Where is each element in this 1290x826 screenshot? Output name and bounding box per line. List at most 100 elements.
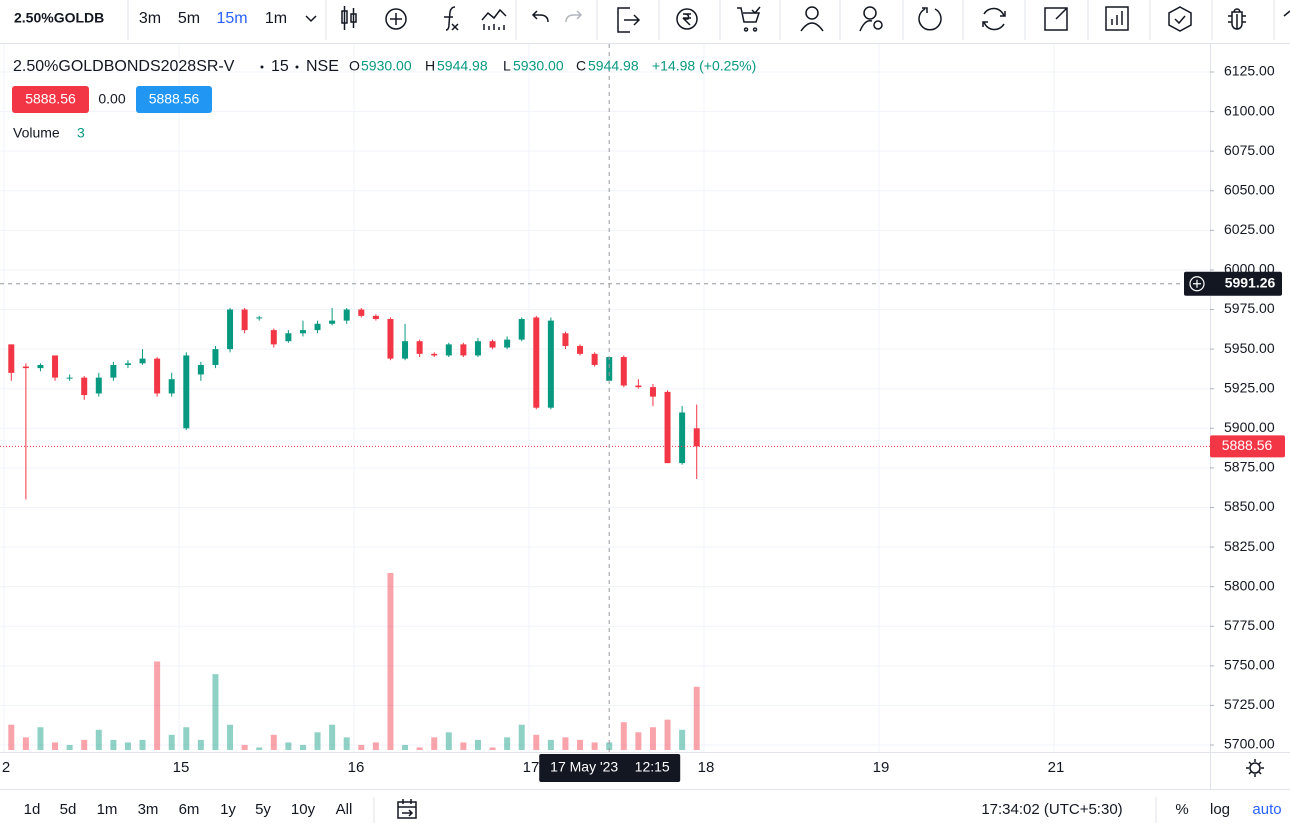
- sell-badge[interactable]: [12, 86, 89, 113]
- y-tick-label: 6100.00: [1224, 102, 1275, 118]
- crosshair-time-badge: [539, 754, 681, 782]
- more-icon[interactable]: [1283, 10, 1290, 17]
- symbol-button[interactable]: 2.50%GOLDB: [14, 10, 104, 26]
- candle-body: [635, 385, 642, 388]
- candle-body: [460, 344, 467, 356]
- x-tick-label: 17: [523, 759, 540, 776]
- candle-body: [22, 366, 29, 369]
- candle-body: [124, 363, 131, 365]
- candle-body: [387, 319, 394, 359]
- popout-icon[interactable]: [1044, 7, 1068, 31]
- volume-bar: [95, 729, 102, 750]
- volume-bar: [693, 686, 700, 750]
- volume-bar: [139, 739, 146, 750]
- range-button[interactable]: 1d: [24, 801, 41, 818]
- y-tick-label: 5875.00: [1224, 459, 1275, 475]
- refresh-icon[interactable]: [918, 7, 942, 31]
- volume-bar: [518, 724, 525, 750]
- compare-icon[interactable]: [481, 8, 507, 30]
- y-tick-label: 5925.00: [1224, 379, 1275, 395]
- profile-icon[interactable]: [800, 6, 824, 32]
- candles-icon[interactable]: [341, 6, 357, 30]
- candle-body: [577, 345, 584, 354]
- indicators-add-icon[interactable]: [385, 8, 407, 30]
- fx-icon[interactable]: [444, 6, 459, 31]
- undo-icon[interactable]: [531, 10, 549, 23]
- sell-price[interactable]: 5888.56: [25, 91, 76, 107]
- volume-bar: [212, 674, 219, 750]
- volume-bar: [562, 737, 569, 750]
- spread: 0.00: [98, 91, 125, 107]
- candle-body: [591, 353, 598, 365]
- range-button[interactable]: 10y: [291, 801, 316, 818]
- buy-badge[interactable]: [136, 86, 212, 113]
- y-tick-label: 5975.00: [1224, 300, 1275, 316]
- log-toggle[interactable]: log: [1210, 801, 1230, 818]
- candle-body: [358, 309, 365, 316]
- volume-label: Volume: [13, 125, 60, 141]
- sync-icon[interactable]: [982, 7, 1006, 31]
- range-button[interactable]: 3m: [138, 801, 159, 818]
- volume-bar: [431, 737, 438, 750]
- orders-icon[interactable]: [737, 6, 761, 32]
- last-price-label: 5888.56: [1222, 437, 1273, 453]
- ohlc-value: 5944.98: [437, 58, 488, 74]
- interval-dropdown[interactable]: [305, 15, 317, 23]
- candle-body: [299, 330, 306, 334]
- candle-body: [37, 364, 44, 369]
- candle-body: [329, 320, 336, 324]
- y-tick-label: 5825.00: [1224, 538, 1275, 554]
- volume-bar: [504, 737, 511, 750]
- volume-bar: [299, 744, 306, 750]
- percent-toggle[interactable]: %: [1175, 801, 1188, 818]
- range-button[interactable]: 5y: [255, 801, 271, 818]
- y-tick-label: 5900.00: [1224, 419, 1275, 435]
- candle-body: [285, 333, 292, 342]
- candle-body: [489, 341, 496, 348]
- volume-bar: [387, 573, 394, 750]
- ohlc-key: L: [503, 58, 511, 74]
- candle-body: [649, 387, 656, 397]
- range-button[interactable]: 1m: [97, 801, 118, 818]
- y-tick-label: 6025.00: [1224, 221, 1275, 237]
- volume-bar: [285, 742, 292, 750]
- y-tick-label: 5775.00: [1224, 617, 1275, 633]
- clock[interactable]: 17:34:02 (UTC+5:30): [981, 801, 1122, 818]
- x-tick-label: 2: [2, 759, 10, 776]
- candle-body: [227, 309, 234, 350]
- buy-sell-icon[interactable]: [617, 7, 641, 33]
- candle-body: [679, 412, 686, 464]
- interval-button[interactable]: 3m: [139, 10, 161, 27]
- x-tick-label: 21: [1048, 759, 1065, 776]
- volume-bar: [591, 742, 598, 750]
- chart-icon[interactable]: [1105, 6, 1129, 31]
- buy-price[interactable]: 5888.56: [149, 91, 200, 107]
- add-alert-button[interactable]: [1189, 276, 1205, 292]
- range-button[interactable]: 6m: [179, 801, 200, 818]
- volume-bar: [445, 732, 452, 750]
- date-range-icon[interactable]: [397, 799, 417, 819]
- shield-icon[interactable]: [1168, 6, 1192, 32]
- interval-button[interactable]: 5m: [178, 10, 200, 27]
- interval-button[interactable]: 1m: [265, 10, 287, 27]
- volume-bar: [227, 724, 234, 750]
- add-alert-plus: [1193, 279, 1201, 288]
- range-button[interactable]: 1y: [220, 801, 236, 818]
- time-settings-icon[interactable]: [1246, 759, 1264, 777]
- interval-button[interactable]: 15m: [216, 10, 247, 27]
- candle-body: [416, 341, 423, 354]
- auto-toggle[interactable]: auto: [1252, 801, 1281, 818]
- candle-body: [139, 358, 146, 364]
- range-button[interactable]: 5d: [60, 801, 77, 818]
- candle-body: [533, 317, 540, 408]
- range-button[interactable]: All: [336, 801, 353, 818]
- volume-bar: [606, 742, 613, 750]
- debug-icon[interactable]: [1228, 8, 1246, 30]
- volume-bar: [649, 727, 656, 750]
- funds-icon[interactable]: [676, 8, 698, 30]
- ohlc-value: 5944.98: [588, 58, 639, 74]
- ohlc-key: H: [425, 58, 435, 74]
- redo-icon: [565, 10, 583, 23]
- candle-body: [664, 391, 671, 464]
- settings-profile-icon[interactable]: [859, 6, 883, 32]
